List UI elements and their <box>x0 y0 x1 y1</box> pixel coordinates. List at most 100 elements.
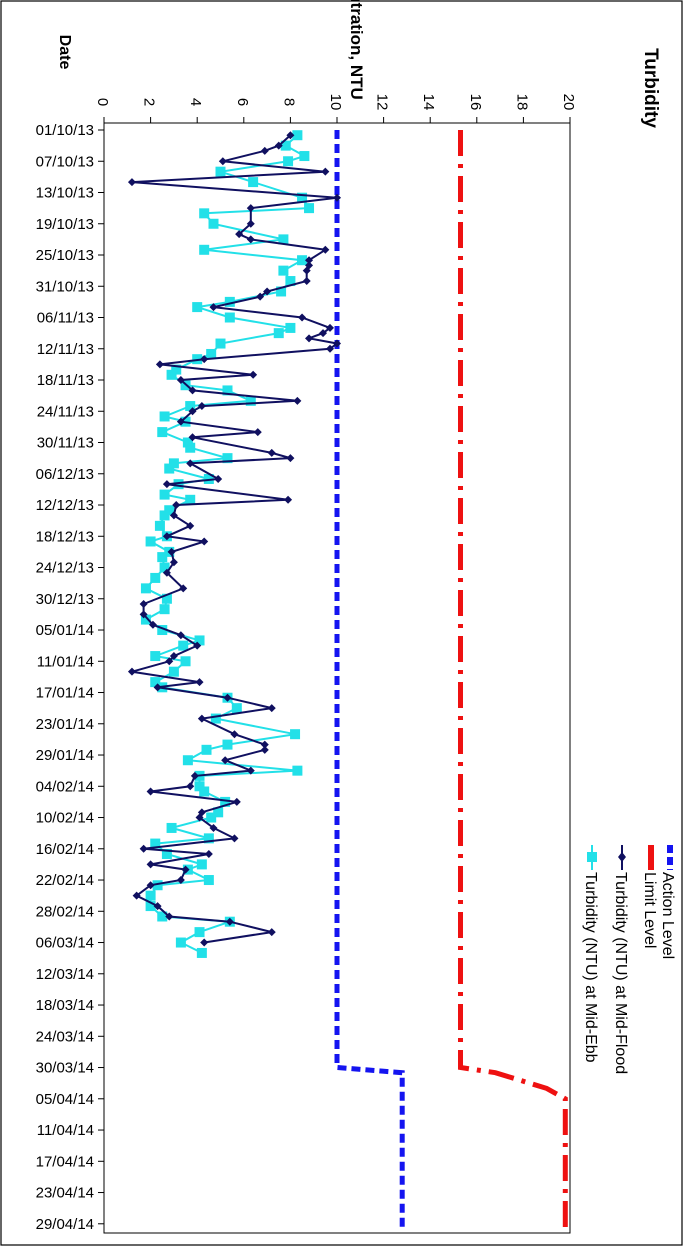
data-point-mid-flood <box>235 230 244 239</box>
data-point-mid-ebb <box>285 276 296 287</box>
data-point-mid-ebb <box>159 604 170 615</box>
x-tick-label: 07/10/13 <box>36 153 94 170</box>
data-point-mid-flood <box>181 865 190 874</box>
data-point-mid-flood <box>305 334 314 343</box>
data-point-mid-ebb <box>175 937 186 948</box>
data-point-mid-ebb <box>145 536 156 547</box>
data-point-mid-flood <box>218 157 227 166</box>
y-tick-label: 2 <box>141 98 158 106</box>
data-point-mid-flood <box>333 339 341 348</box>
data-point-mid-ebb <box>215 166 226 177</box>
y-axis-ticks: 0 2 4 6 8 10 12 14 16 18 20 <box>94 94 577 123</box>
data-point-mid-flood <box>169 511 178 520</box>
data-point-mid-flood <box>267 704 276 713</box>
data-point-mid-ebb <box>199 244 210 255</box>
data-point-mid-flood <box>148 620 157 629</box>
data-point-mid-flood <box>162 568 171 577</box>
data-point-mid-flood <box>230 834 239 843</box>
data-point-mid-flood <box>326 323 335 332</box>
x-tick-label: 16/02/14 <box>36 841 94 858</box>
data-point-mid-flood <box>274 141 283 150</box>
data-point-mid-ebb <box>276 286 287 297</box>
data-point-mid-ebb <box>159 510 170 521</box>
y-tick-label: 8 <box>280 98 297 106</box>
data-point-mid-ebb <box>168 458 179 469</box>
data-point-mid-flood <box>162 480 171 489</box>
data-point-mid-flood <box>167 547 176 556</box>
data-point-mid-flood <box>321 167 330 176</box>
data-point-mid-flood <box>155 360 164 369</box>
data-point-mid-flood <box>162 532 171 541</box>
x-tick-label: 18/11/13 <box>37 372 94 389</box>
data-point-mid-ebb <box>182 755 193 766</box>
data-point-mid-ebb <box>278 234 289 245</box>
y-tick-label: 4 <box>187 98 204 106</box>
x-tick-label: 24/11/13 <box>37 403 94 420</box>
x-tick-label: 06/11/13 <box>37 310 94 327</box>
data-point-mid-flood <box>293 396 302 405</box>
data-point-mid-ebb <box>157 552 168 563</box>
x-tick-label: 24/03/14 <box>36 1028 94 1045</box>
data-point-mid-ebb <box>157 625 168 636</box>
x-tick-label: 18/03/14 <box>36 997 94 1014</box>
data-point-mid-ebb <box>164 505 175 516</box>
x-axis-title: Date <box>56 35 73 70</box>
legend-label-mid-flood: Turbidity (NTU) at Mid-Flood <box>612 872 629 1074</box>
data-point-mid-flood <box>176 876 185 885</box>
data-point-mid-flood <box>246 235 255 244</box>
data-point-mid-ebb <box>245 395 256 406</box>
data-point-mid-ebb <box>168 666 179 677</box>
data-point-mid-flood <box>204 849 213 858</box>
data-point-mid-ebb <box>283 156 294 167</box>
series-line-action-level <box>334 130 405 1229</box>
data-point-mid-flood <box>260 146 269 155</box>
data-point-mid-ebb <box>157 911 168 922</box>
data-point-mid-flood <box>246 766 255 775</box>
x-tick-label: 17/01/14 <box>36 685 94 702</box>
y-tick-label: 10 <box>327 94 344 111</box>
data-point-mid-ebb <box>185 494 196 505</box>
data-point-mid-ebb <box>150 677 161 688</box>
data-point-mid-ebb <box>206 348 217 359</box>
data-point-mid-ebb <box>222 385 233 396</box>
data-point-mid-flood <box>230 730 239 739</box>
legend: Action Level Limit Level Turbidity (NTU)… <box>582 845 676 1074</box>
data-point-mid-flood <box>321 245 330 254</box>
legend-label-limit-level: Limit Level <box>641 872 658 948</box>
data-point-mid-ebb <box>185 401 196 412</box>
x-axis-ticks: 01/10/13 07/10/13 13/10/13 19/10/13 25/10/13… <box>36 122 104 1233</box>
data-point-mid-flood <box>253 428 262 437</box>
x-tick-label: 05/01/14 <box>36 622 94 639</box>
data-point-mid-flood <box>260 740 269 749</box>
data-point-mid-flood <box>176 631 185 640</box>
data-point-mid-flood <box>197 714 206 723</box>
data-point-mid-ebb <box>145 901 156 912</box>
data-point-mid-flood <box>190 771 199 780</box>
data-point-mid-flood <box>195 678 204 687</box>
data-point-mid-flood <box>186 459 195 468</box>
data-point-mid-ebb <box>222 453 233 464</box>
data-point-mid-flood <box>172 501 181 510</box>
data-point-mid-flood <box>139 599 148 608</box>
data-point-mid-flood <box>146 860 155 869</box>
data-point-mid-flood <box>286 454 295 463</box>
data-point-mid-flood <box>195 813 204 822</box>
data-point-mid-ebb <box>150 651 161 662</box>
x-tick-label: 04/02/14 <box>36 778 94 795</box>
series-layer <box>127 130 568 1229</box>
y-tick-label: 0 <box>94 98 111 106</box>
data-point-mid-ebb <box>152 880 163 891</box>
data-point-mid-ebb <box>196 859 207 870</box>
data-point-mid-flood <box>305 256 314 265</box>
data-point-mid-flood <box>246 204 255 213</box>
data-point-mid-flood <box>286 131 295 140</box>
data-point-mid-flood <box>165 657 174 666</box>
x-tick-label: 28/02/14 <box>36 903 94 920</box>
data-point-mid-flood <box>246 219 255 228</box>
data-point-mid-ebb <box>173 479 184 490</box>
data-point-mid-ebb <box>278 265 289 276</box>
legend-marker-mid-ebb <box>587 852 597 862</box>
data-point-mid-ebb <box>178 640 189 651</box>
